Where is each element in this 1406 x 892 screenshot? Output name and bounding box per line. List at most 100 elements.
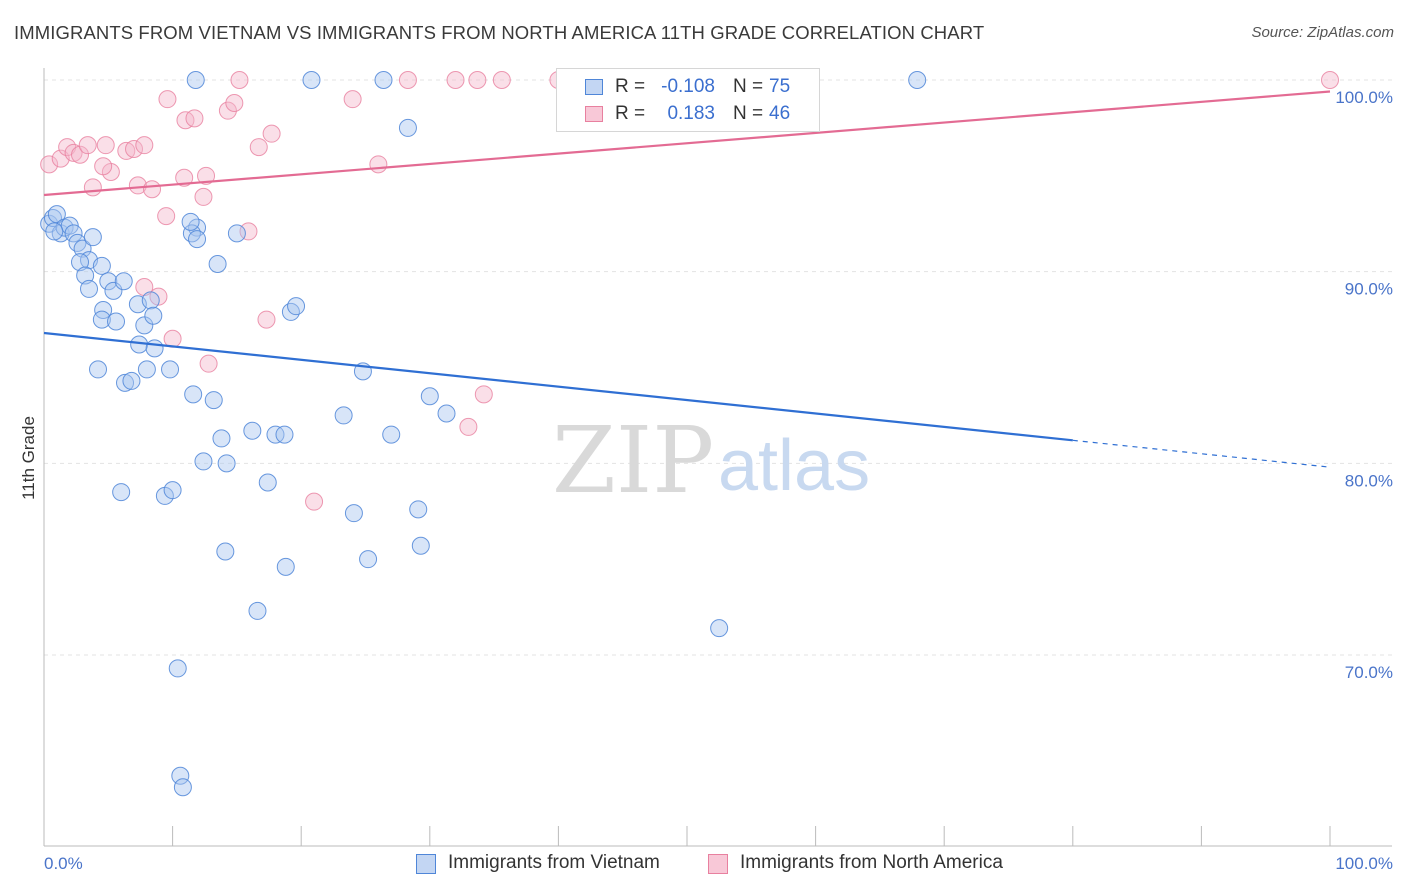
stats-r-label: R = (615, 76, 646, 97)
north-america-trend-line (43, 90, 1331, 197)
legend: Immigrants from Vietnam Immigrants from … (0, 852, 1406, 878)
north-america-point (176, 111, 195, 130)
vietnam-point (163, 481, 182, 500)
vietnam-point (208, 255, 227, 273)
north-america-point (96, 136, 115, 155)
north-america-point (249, 138, 268, 157)
y-axis-label: 11th Grade (19, 416, 38, 500)
vietnam-point (374, 71, 393, 89)
vietnam-point (114, 272, 133, 291)
legend-label-north-america: Immigrants from North America (740, 852, 1003, 873)
vietnam-point (73, 239, 92, 258)
north-america-point (197, 166, 216, 185)
north-america-point (125, 140, 144, 158)
north-america-point (468, 71, 487, 89)
vietnam-point (64, 224, 83, 243)
vietnam-point (122, 371, 141, 390)
north-america-point (262, 124, 281, 143)
y-tick-label: 80.0% (1345, 471, 1393, 490)
vietnam-point (145, 339, 164, 358)
grid-layer (44, 79, 1392, 656)
vietnam-point (184, 385, 203, 404)
vietnam-point (227, 224, 246, 243)
vietnam-point (168, 659, 187, 678)
vietnam-point (99, 272, 118, 291)
legend-label-vietnam: Immigrants from Vietnam (448, 852, 660, 873)
y-tick-label: 90.0% (1345, 280, 1393, 299)
vietnam-point (411, 536, 430, 555)
north-america-point (71, 145, 90, 164)
stats-r-label: R = (615, 103, 646, 124)
north-america-point (185, 109, 204, 128)
north-america-point (459, 417, 478, 436)
vietnam-point (359, 550, 378, 569)
north-america-point (257, 310, 276, 329)
stats-swatch-vietnam (585, 79, 603, 95)
legend-swatch-north-america (708, 854, 728, 874)
north-america-point (135, 136, 154, 155)
vietnam-point (80, 279, 99, 298)
vietnam-point (76, 266, 95, 285)
stats-n-value: 46 (769, 103, 791, 124)
vietnam-point (908, 71, 927, 89)
vietnam-point (710, 619, 729, 638)
tick-labels: 70.0% 80.0% 90.0% 100.0% 0.0% 100.0% (44, 88, 1393, 873)
vietnam-trend-extension (1072, 439, 1331, 468)
vietnam-point (107, 312, 126, 331)
north-america-point (157, 207, 176, 226)
north-america-point (225, 94, 244, 112)
north-america-point (492, 71, 511, 89)
vietnam-point (243, 421, 262, 440)
vietnam-point (217, 454, 236, 473)
north-america-point (194, 187, 213, 206)
vietnam-point (92, 256, 111, 275)
trend-lines (43, 90, 1331, 468)
vietnam-point (112, 483, 131, 502)
vietnam-point (188, 230, 207, 249)
north-america-point (83, 178, 102, 197)
vietnam-point (275, 425, 294, 444)
vietnam-point (89, 360, 108, 379)
vietnam-point (302, 71, 321, 89)
chart-title: IMMIGRANTS FROM VIETNAM VS IMMIGRANTS FR… (14, 22, 985, 43)
vietnam-point (47, 205, 66, 224)
vietnam-point (94, 301, 113, 319)
vietnam-point (45, 222, 64, 241)
watermark-zip: ZIP (552, 407, 714, 514)
vietnam-point (186, 71, 205, 89)
stats-row-vietnam: R = -0.108 N = 75 (557, 73, 819, 101)
vietnam-point (181, 212, 200, 231)
vietnam-point (116, 373, 135, 392)
vietnam-point (135, 316, 154, 335)
vietnam-point (68, 233, 87, 252)
north-america-point (94, 157, 113, 176)
legend-swatch-vietnam (416, 854, 436, 874)
north-america-point (239, 222, 258, 241)
vietnam-point (276, 557, 295, 576)
vietnam-trend-line (43, 331, 1073, 442)
vietnam-point (92, 310, 111, 329)
vietnam-point (334, 406, 353, 425)
north-america-point (446, 71, 465, 89)
north-america-point (78, 136, 97, 155)
vietnam-point (344, 504, 363, 523)
north-america-point (305, 492, 324, 511)
y-tick-label: 100.0% (1335, 88, 1393, 107)
vietnam-point (216, 542, 235, 561)
north-america-point (40, 155, 59, 174)
x-tick-label: 0.0% (44, 854, 83, 873)
vietnam-point (409, 500, 428, 519)
north-america-point (218, 101, 237, 120)
chart-source: Source: ZipAtlas.com (1251, 24, 1394, 41)
stats-row-north-america: R = 0.183 N = 46 (557, 100, 819, 128)
vietnam-point (182, 224, 201, 243)
vietnam-point (204, 391, 223, 410)
watermark-atlas: atlas (718, 426, 870, 506)
north-america-point (158, 90, 177, 109)
stats-n-value: 75 (769, 76, 791, 97)
vietnam-point (258, 473, 277, 492)
vietnam-point (266, 425, 285, 444)
vietnam-point (212, 429, 231, 448)
vietnam-point (161, 360, 180, 379)
